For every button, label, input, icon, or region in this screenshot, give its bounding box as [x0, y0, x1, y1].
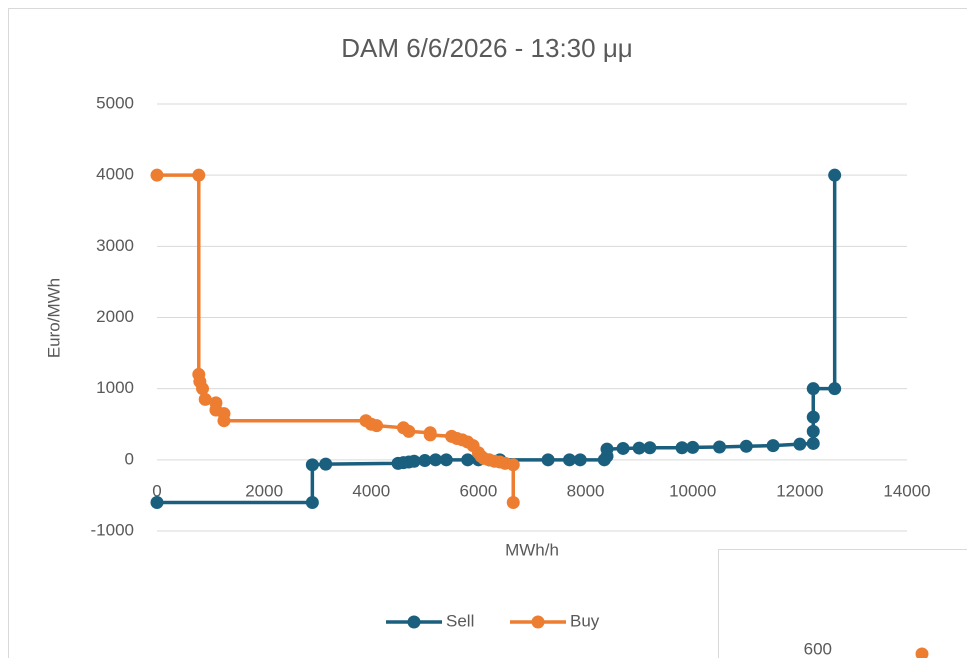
- y-tick-label: 5000: [96, 93, 134, 112]
- marker: [319, 457, 333, 471]
- marker: [305, 458, 319, 472]
- marker: [305, 496, 319, 510]
- marker: [828, 168, 842, 182]
- legend-marker: [531, 615, 545, 629]
- marker: [541, 453, 555, 467]
- y-axis-title: Euro/MWh: [44, 278, 63, 358]
- marker: [423, 428, 437, 442]
- legend-marker: [407, 615, 421, 629]
- marker: [713, 440, 726, 454]
- marker: [150, 168, 164, 182]
- marker: [806, 410, 820, 424]
- x-tick-label: 6000: [460, 481, 498, 500]
- marker: [806, 436, 820, 450]
- marker: [506, 458, 520, 472]
- y-tick-label: 0: [125, 449, 134, 468]
- marker: [563, 453, 576, 467]
- marker: [461, 453, 475, 467]
- inset-marker: [915, 647, 929, 658]
- y-tick-label: 3000: [96, 236, 134, 255]
- y-tick-label: 1000: [96, 378, 134, 397]
- marker: [766, 439, 780, 453]
- x-tick-label: 4000: [352, 481, 390, 500]
- marker: [506, 496, 520, 510]
- marker: [429, 453, 443, 467]
- marker: [686, 440, 700, 454]
- marker: [632, 441, 646, 455]
- marker: [150, 496, 164, 510]
- marker: [643, 441, 657, 455]
- marker: [600, 442, 614, 456]
- y-tick-label: 4000: [96, 165, 134, 184]
- marker: [198, 392, 212, 406]
- marker: [675, 441, 689, 455]
- marker: [407, 454, 421, 468]
- chart-title: DAM 6/6/2026 - 13:30 μμ: [341, 33, 633, 63]
- marker: [806, 382, 820, 396]
- legend-label: Buy: [570, 611, 600, 630]
- marker: [370, 419, 384, 433]
- marker: [402, 424, 416, 438]
- inset-chart-border: [718, 549, 967, 658]
- marker: [573, 453, 587, 467]
- marker: [217, 414, 231, 428]
- x-tick-label: 10000: [669, 481, 716, 500]
- x-tick-label: 8000: [567, 481, 605, 500]
- marker: [828, 382, 842, 396]
- x-axis-title: MWh/h: [505, 540, 559, 559]
- marker: [806, 424, 820, 438]
- marker: [196, 382, 210, 396]
- marker: [739, 439, 753, 453]
- legend-label: Sell: [446, 611, 474, 630]
- marker: [616, 441, 630, 455]
- marker: [418, 454, 432, 468]
- x-tick-label: 12000: [776, 481, 823, 500]
- inset-y-tick-label: 600: [804, 639, 832, 658]
- marker: [192, 168, 206, 182]
- x-tick-label: 2000: [245, 481, 283, 500]
- x-tick-label: 14000: [883, 481, 930, 500]
- marker: [439, 453, 453, 467]
- y-tick-label: 2000: [96, 307, 134, 326]
- y-tick-label: -1000: [91, 520, 134, 539]
- marker: [793, 437, 807, 451]
- x-tick-label: 0: [152, 481, 161, 500]
